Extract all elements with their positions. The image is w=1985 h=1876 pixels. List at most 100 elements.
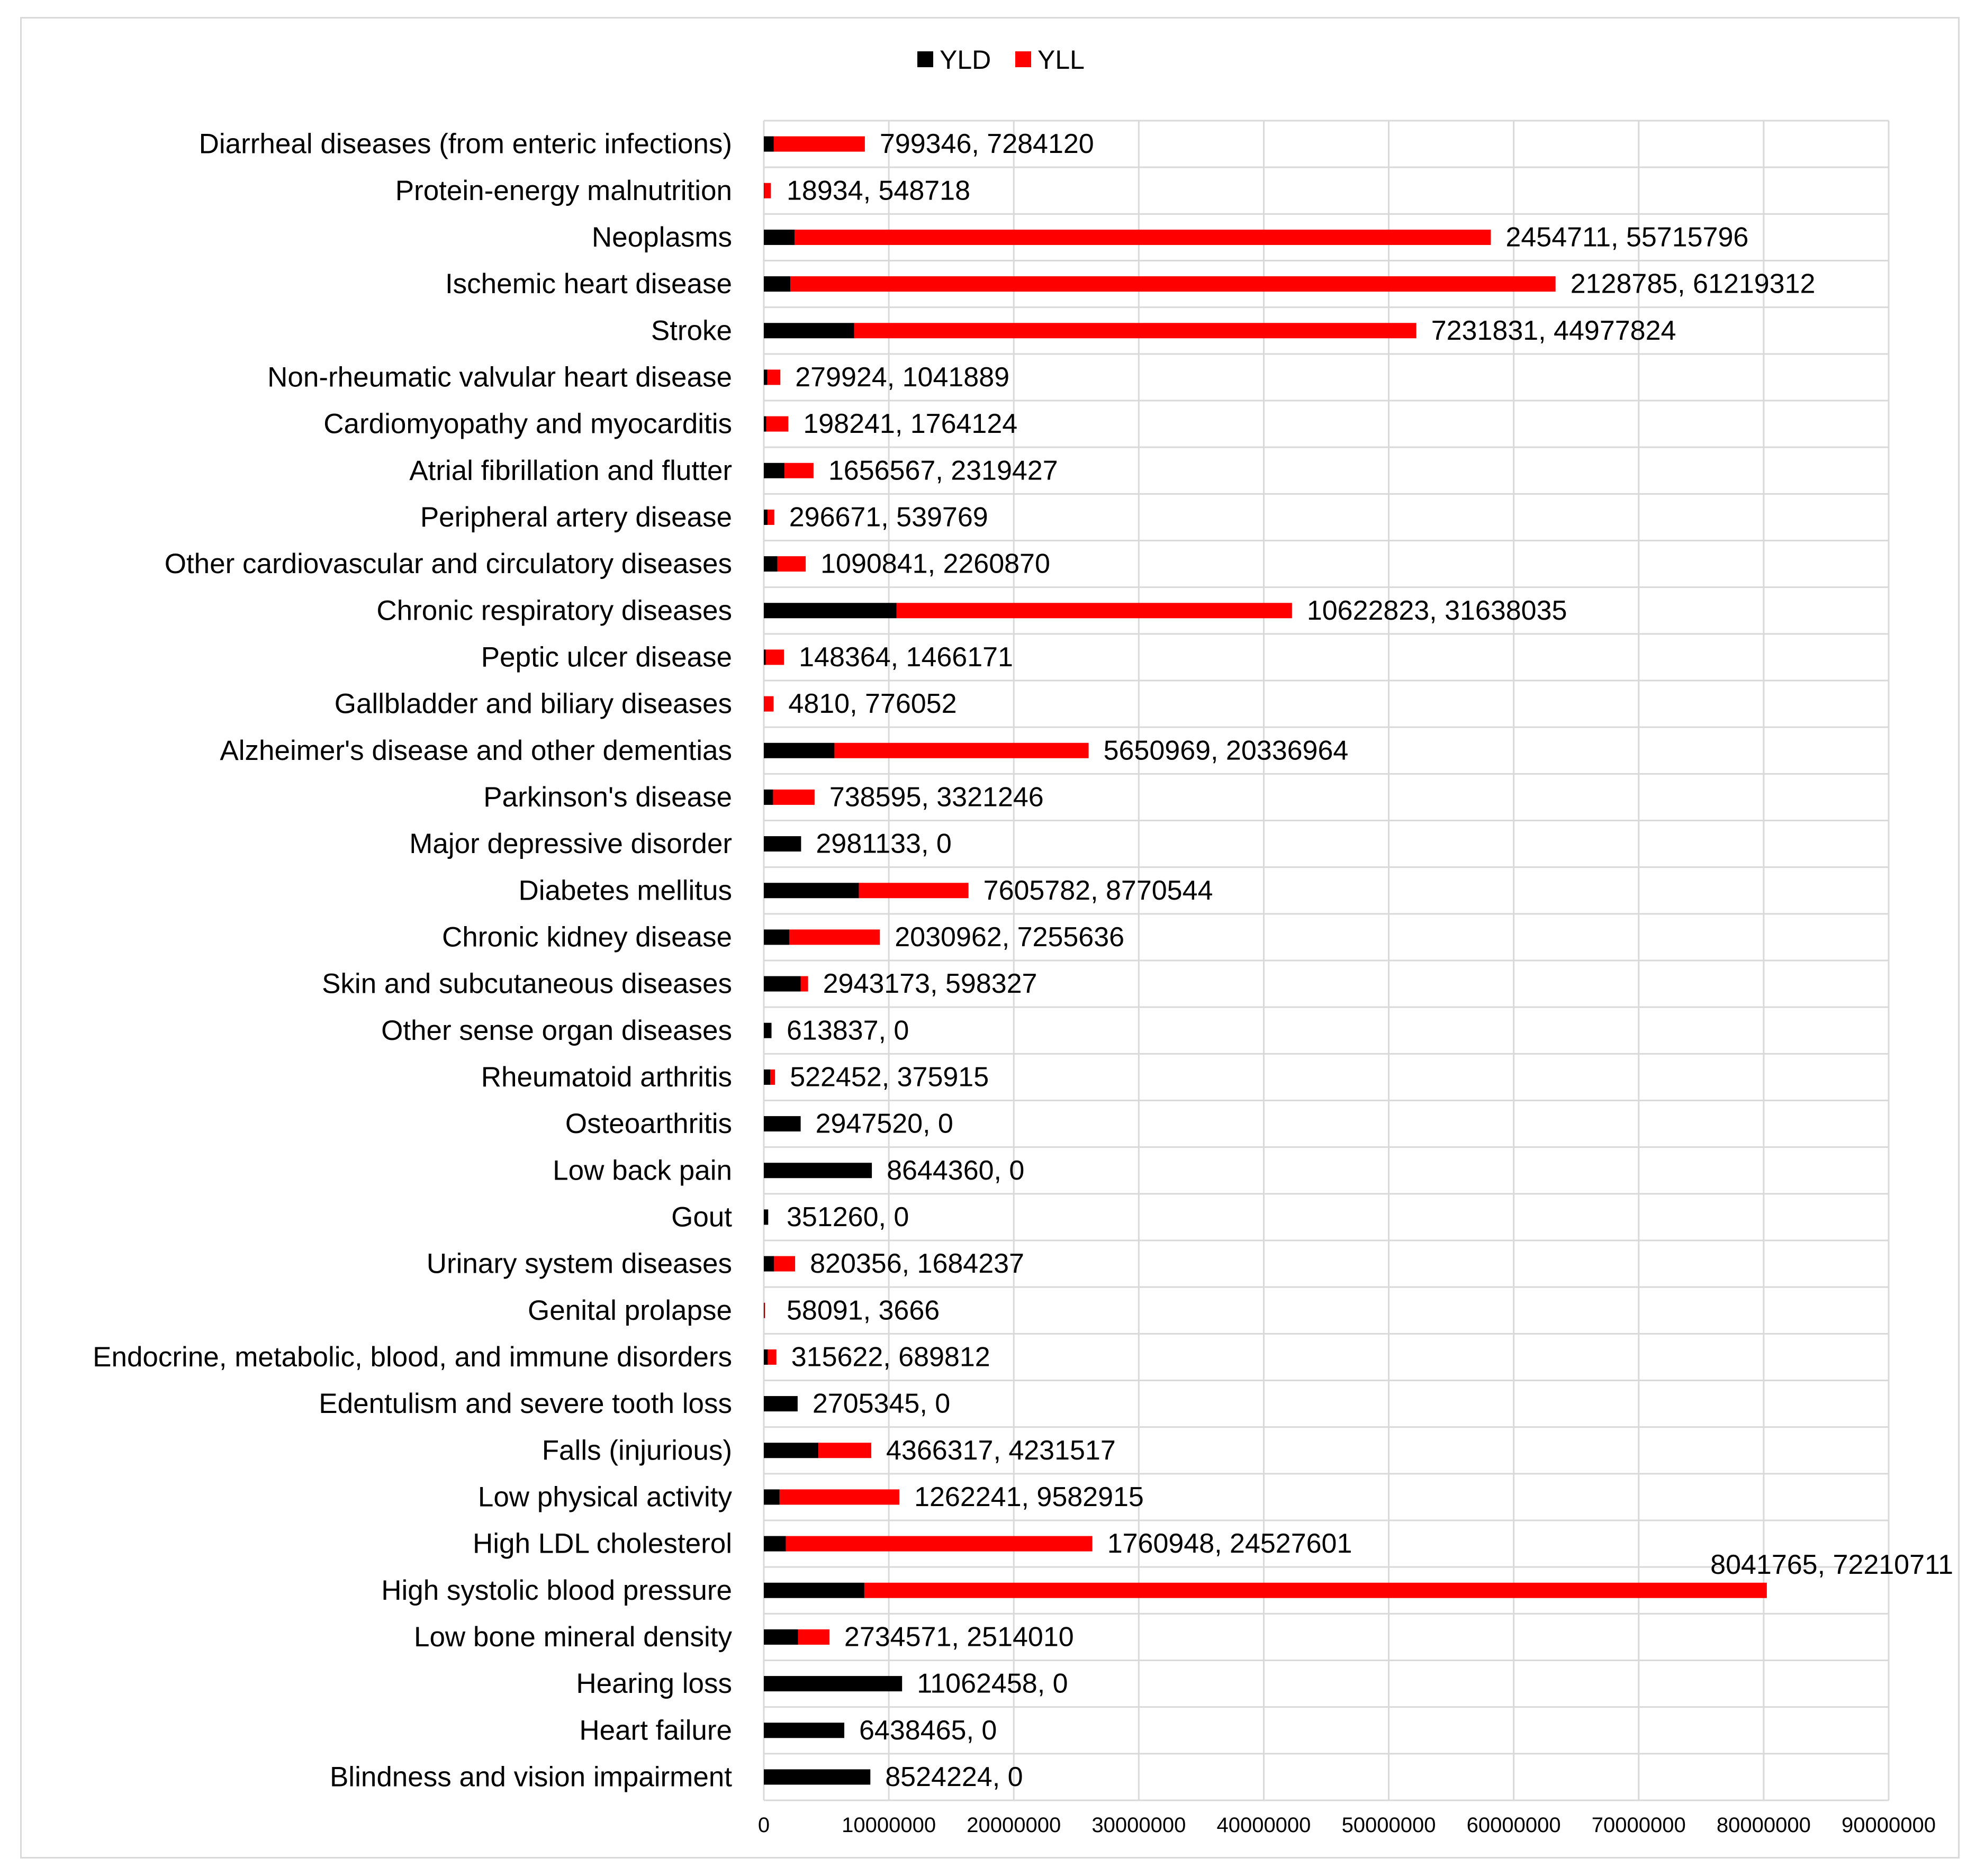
bar-yld xyxy=(764,1769,871,1785)
category-label: Genital prolapse xyxy=(528,1295,732,1326)
bar-yll xyxy=(834,742,1089,758)
bar-yld xyxy=(764,742,835,758)
bar-yld xyxy=(764,556,778,572)
bar-yld xyxy=(764,649,766,665)
bar-yld xyxy=(764,1209,769,1225)
data-label: 198241, 1764124 xyxy=(803,409,1017,439)
data-label: 2128785, 61219312 xyxy=(1571,269,1816,300)
bar-yld xyxy=(764,836,801,852)
data-label: 296671, 539769 xyxy=(789,502,988,532)
category-label: Peptic ulcer disease xyxy=(481,641,732,673)
legend-label-yld: YLD xyxy=(940,45,991,75)
bar-yld xyxy=(764,1536,786,1552)
category-label: Hearing loss xyxy=(576,1668,732,1699)
category-label: Heart failure xyxy=(579,1715,732,1746)
bar-yld xyxy=(764,929,789,945)
bar-yld xyxy=(764,1489,780,1505)
category-label: Rheumatoid arthritis xyxy=(481,1062,732,1093)
data-label: 522452, 375915 xyxy=(790,1062,989,1092)
data-label: 7231831, 44977824 xyxy=(1431,315,1676,346)
bar-yld xyxy=(764,136,774,152)
bar-yll xyxy=(767,369,781,385)
category-label: Major depressive disorder xyxy=(409,828,732,859)
category-label: Gallbladder and biliary diseases xyxy=(335,688,732,720)
data-label: 8524224, 0 xyxy=(885,1762,1023,1792)
data-label: 2943173, 598327 xyxy=(823,968,1037,999)
category-label: Other sense organ diseases xyxy=(381,1015,732,1046)
bar-yll xyxy=(764,1302,765,1318)
bar-yll xyxy=(764,696,774,712)
category-label: Diarrheal diseases (from enteric infecti… xyxy=(199,129,732,160)
bar-yll xyxy=(784,463,814,478)
data-label: 279924, 1041889 xyxy=(795,362,1009,393)
category-label: Urinary system diseases xyxy=(427,1248,732,1280)
data-labels: 799346, 7284120 18934, 548718 2454711, 557… xyxy=(787,129,1953,1792)
bar-yll xyxy=(798,1629,829,1645)
data-label: 613837, 0 xyxy=(787,1015,909,1046)
bar-yll xyxy=(774,1256,796,1272)
bars xyxy=(764,136,1767,1785)
category-label: Protein-energy malnutrition xyxy=(395,175,732,206)
bar-yll xyxy=(768,1349,777,1365)
bar-yll xyxy=(854,323,1416,339)
x-tick-label: 80000000 xyxy=(1717,1814,1811,1837)
x-tick-label: 0 xyxy=(758,1814,770,1837)
bar-yld xyxy=(764,1116,801,1132)
x-tick-label: 50000000 xyxy=(1342,1814,1436,1837)
category-label: Chronic respiratory diseases xyxy=(376,595,732,626)
bar-yld xyxy=(764,603,897,619)
bar-yll xyxy=(786,1536,1093,1552)
bar-yld xyxy=(764,1582,864,1598)
legend-swatch-yld xyxy=(917,51,933,67)
category-label: Endocrine, metabolic, blood, and immune … xyxy=(93,1342,732,1373)
bar-yld xyxy=(764,323,854,339)
data-label: 8644360, 0 xyxy=(887,1155,1024,1186)
category-label: Low bone mineral density xyxy=(414,1621,733,1653)
bar-yll xyxy=(864,1582,1767,1598)
bar-yld xyxy=(764,1163,872,1179)
data-label: 5650969, 20336964 xyxy=(1104,735,1349,766)
data-label: 1090841, 2260870 xyxy=(820,549,1050,579)
x-tick-label: 10000000 xyxy=(842,1814,936,1837)
bar-yld xyxy=(764,1256,774,1272)
bar-yll xyxy=(800,976,808,992)
category-label: Cardiomyopathy and myocarditis xyxy=(323,409,732,440)
category-labels: Diarrheal diseases (from enteric infecti… xyxy=(93,129,732,1793)
bar-yll xyxy=(765,649,784,665)
data-label: 2947520, 0 xyxy=(816,1109,953,1139)
category-label: High systolic blood pressure xyxy=(381,1575,732,1606)
category-label: Gout xyxy=(671,1201,732,1232)
category-label: Alzheimer's disease and other dementias xyxy=(220,735,732,766)
category-label: Non-rheumatic valvular heart disease xyxy=(267,361,732,393)
bar-yld xyxy=(764,1676,903,1692)
legend: YLD YLL xyxy=(917,45,1085,75)
bar-yld xyxy=(764,1723,845,1738)
data-label: 1760948, 24527601 xyxy=(1107,1528,1352,1559)
bar-yld xyxy=(764,369,768,385)
data-label: 18934, 548718 xyxy=(787,175,970,206)
category-label: Peripheral artery disease xyxy=(420,502,732,533)
bar-yll xyxy=(764,183,771,198)
category-label: Chronic kidney disease xyxy=(442,921,732,953)
category-label: Edentulism and severe tooth loss xyxy=(319,1388,732,1419)
x-tick-label: 20000000 xyxy=(967,1814,1061,1837)
bar-yll xyxy=(768,509,774,525)
bar-yll xyxy=(779,1489,900,1505)
x-tick-label: 60000000 xyxy=(1467,1814,1561,1837)
grid-lines xyxy=(763,120,1890,1801)
category-label: Neoplasms xyxy=(592,222,732,253)
data-label: 2981133, 0 xyxy=(816,829,951,859)
category-label: Blindness and vision impairment xyxy=(330,1761,732,1792)
data-label: 10622823, 31638035 xyxy=(1307,595,1567,626)
bar-yll xyxy=(777,556,806,572)
bar-yld xyxy=(764,509,768,525)
bar-yld xyxy=(764,1629,798,1645)
data-label: 799346, 7284120 xyxy=(880,129,1094,159)
category-label: Falls (injurious) xyxy=(542,1435,732,1466)
bar-yll xyxy=(766,416,789,432)
bar-yld xyxy=(764,463,785,478)
bar-yld xyxy=(764,1022,772,1038)
bar-yld xyxy=(764,976,801,992)
bar-yll xyxy=(773,136,865,152)
